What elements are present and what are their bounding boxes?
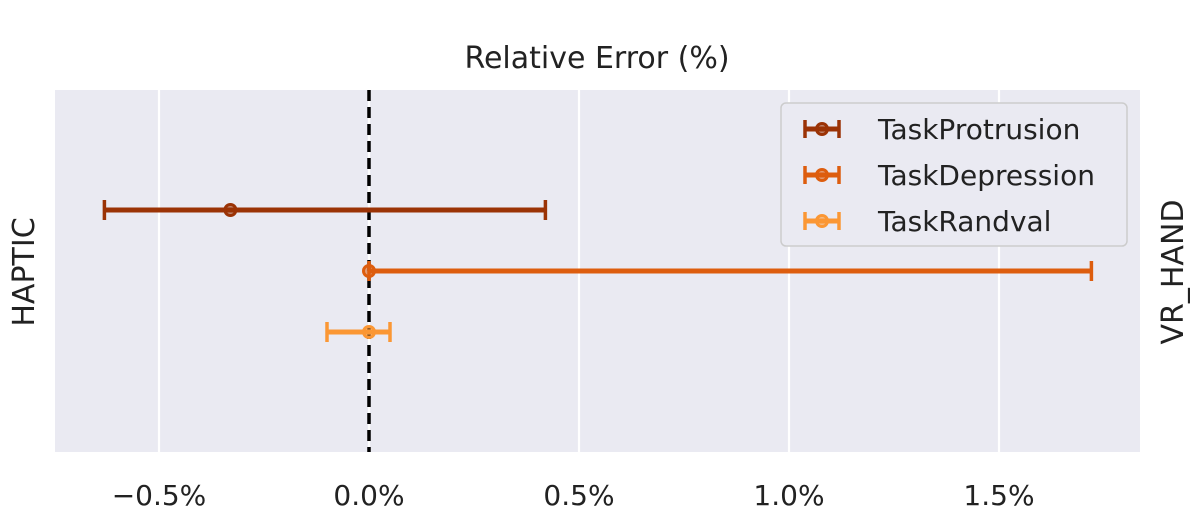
legend-entry-taskprotrusion: TaskProtrusion — [803, 113, 1080, 146]
x-tick-label: −0.5% — [112, 479, 207, 510]
legend-label: TaskProtrusion — [877, 113, 1080, 146]
legend-entry-taskrandval: TaskRandval — [803, 205, 1051, 238]
legend-label: TaskDepression — [877, 159, 1095, 192]
x-axis-ticks: −0.5% 0.0% 0.5% 1.0% 1.5% — [112, 479, 1035, 510]
legend: TaskProtrusion TaskDepression TaskRandval — [780, 102, 1128, 247]
x-tick-label: 0.5% — [543, 479, 614, 510]
x-tick-label: 1.0% — [753, 479, 824, 510]
legend-entry-taskdepression: TaskDepression — [803, 159, 1095, 192]
legend-label: TaskRandval — [877, 205, 1051, 238]
errorbar-taskprotrusion — [102, 200, 548, 220]
error-bars — [102, 200, 1094, 342]
data-point-marker — [362, 264, 376, 278]
y-axis-label-right: VR_HAND — [1156, 200, 1191, 345]
x-tick-label: 0.0% — [333, 479, 404, 510]
legend-swatch-marker — [815, 214, 829, 228]
errorbar-taskrandval — [325, 322, 392, 342]
legend-swatch-marker — [815, 122, 829, 136]
legend-swatch-marker — [815, 168, 829, 182]
data-point-marker — [223, 203, 238, 217]
y-axis-label-left: HAPTIC — [7, 217, 42, 326]
legend-box — [780, 102, 1128, 247]
x-tick-label: 1.5% — [963, 479, 1034, 510]
chart-title: Relative Error (%) — [464, 41, 729, 76]
errorbar-taskdepression — [362, 261, 1094, 281]
data-point-marker — [362, 325, 376, 339]
